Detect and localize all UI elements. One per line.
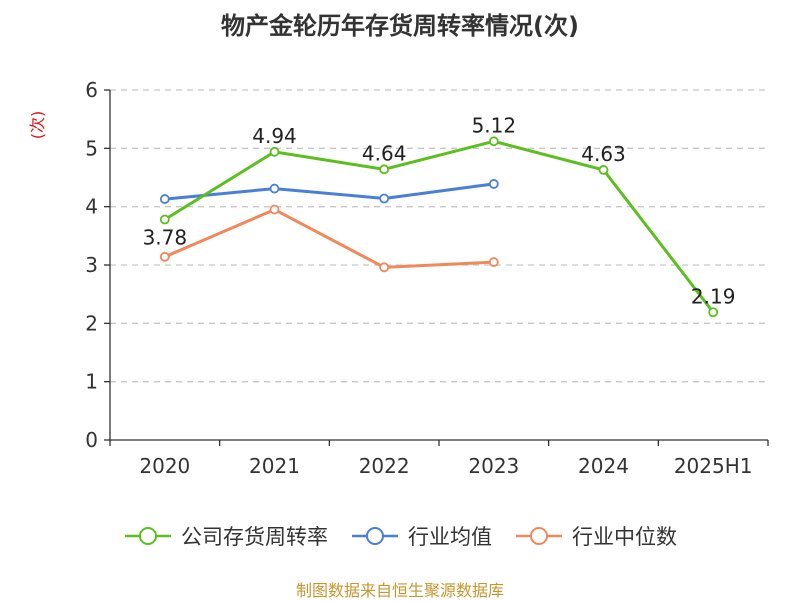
y-tick-label: 4: [85, 195, 98, 219]
series-0-point: [269, 146, 280, 157]
data-label: 4.63: [581, 142, 626, 166]
legend-swatch-company: [125, 527, 171, 545]
legend-item-company[interactable]: 公司存货周转率: [123, 521, 328, 551]
axes: 0 1 2 3 4 5 6 2020 2021 2022 2023 2024 2025H1: [85, 78, 769, 478]
x-tick-label: 2022: [359, 454, 410, 478]
series-1-point: [269, 183, 280, 194]
series-0-point: [159, 214, 170, 225]
data-labels: 3.78 4.94 4.64 5.12 4.63 2.19: [143, 113, 736, 308]
legend-label-industry-mean: 行业均值: [408, 525, 492, 549]
y-tick-label: 3: [85, 253, 98, 277]
x-tick-label: 2024: [578, 454, 629, 478]
legend-item-industry-mean[interactable]: 行业均值: [350, 521, 492, 551]
legend-item-industry-median[interactable]: 行业中位数: [514, 521, 677, 551]
chart-title: 物产金轮历年存货周转率情况(次): [221, 12, 579, 40]
x-tick-label: 2021: [249, 454, 300, 478]
series-0-point: [488, 136, 499, 147]
series-1-point: [159, 194, 170, 204]
series-0-point: [598, 165, 609, 175]
data-label: 4.94: [252, 124, 297, 148]
series-line-2: [164, 208, 494, 269]
legend-swatch-industry-median: [516, 527, 562, 545]
legend-label-company: 公司存货周转率: [181, 525, 328, 549]
series-2-point: [269, 204, 280, 215]
x-tick-label: 2020: [139, 454, 190, 478]
data-label: 2.19: [691, 284, 736, 308]
x-tick-label: 2023: [468, 454, 519, 478]
y-tick-label: 1: [85, 370, 98, 394]
legend-swatch-industry-mean: [352, 527, 398, 545]
series-line-0: [164, 139, 715, 314]
series-0-point: [379, 164, 390, 175]
data-label: 4.64: [362, 141, 407, 165]
series-line-1: [164, 182, 495, 201]
data-label: 3.78: [143, 226, 188, 250]
y-tick-label: 2: [85, 311, 98, 335]
legend-label-industry-median: 行业中位数: [572, 525, 677, 549]
legend: 公司存货周转率 行业均值 行业中位数: [0, 518, 800, 554]
series-2-point: [159, 251, 170, 262]
y-tick-label: 0: [85, 428, 98, 452]
data-label: 5.12: [472, 113, 517, 137]
y-tick-label: 6: [85, 78, 98, 102]
series-2-point: [488, 257, 499, 267]
series-0-point: [708, 307, 719, 318]
x-tick-label: 2025H1: [674, 454, 753, 478]
series-lines: [159, 136, 719, 318]
series-1-point: [379, 193, 390, 204]
series-2-point: [379, 262, 390, 273]
grid-lines: [110, 89, 768, 383]
source-note: 制图数据来自恒生聚源数据库: [295, 581, 504, 600]
y-tick-label: 5: [85, 136, 98, 160]
series-1-point: [488, 179, 499, 189]
